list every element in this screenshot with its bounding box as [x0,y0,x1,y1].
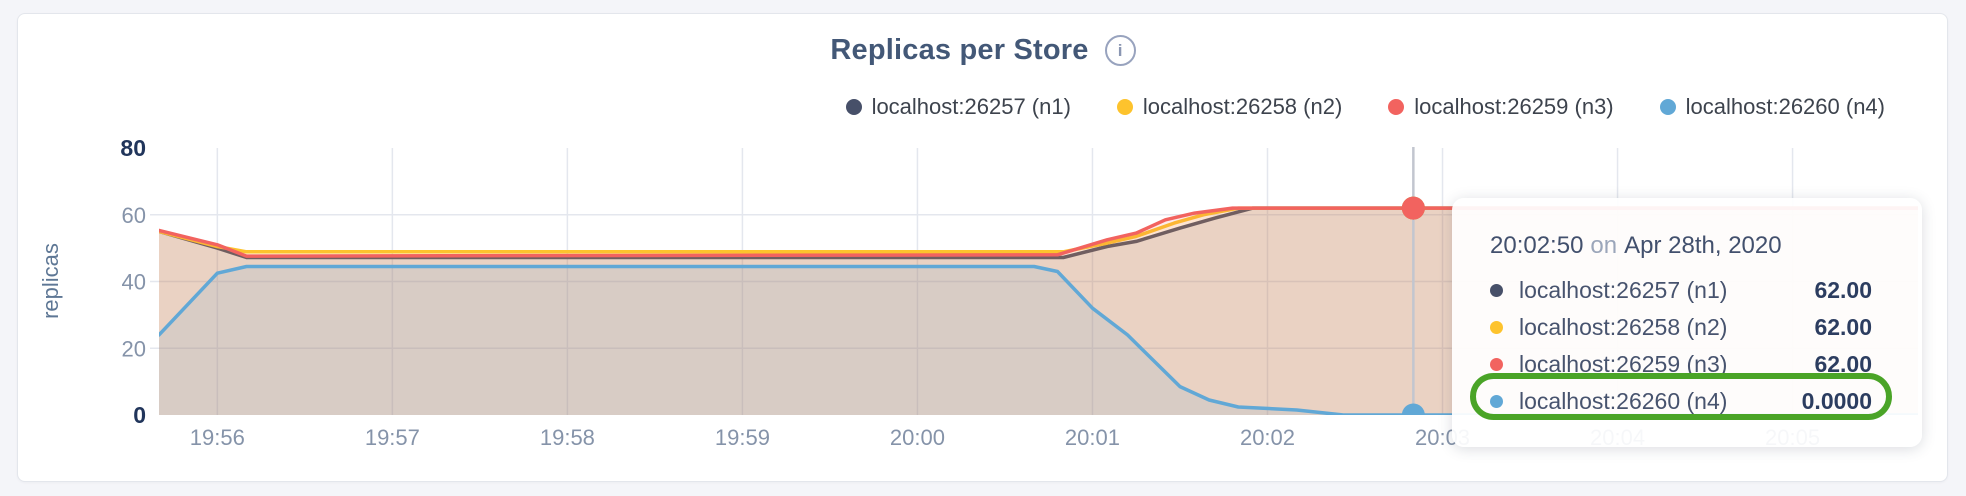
tooltip-row-n2: localhost:26258 (n2) 62.00 [1490,309,1872,346]
x-tick-label: 19:56 [190,425,245,450]
tooltip-header: 20:02:50 on Apr 28th, 2020 [1490,232,1872,260]
legend-label: localhost:26258 (n2) [1142,94,1343,119]
x-tick-label: 20:01 [1065,425,1120,450]
y-tick-label: 60 [122,203,146,228]
legend-item-n2[interactable]: localhost:26258 (n2) [1116,94,1343,120]
chart-header: Replicas per Store i [0,34,1966,67]
x-tick-label: 20:00 [890,425,945,450]
legend-dot-icon [1659,99,1676,115]
legend-item-n1[interactable]: localhost:26257 (n1) [845,94,1071,120]
tooltip-series-value: 62.00 [1814,351,1872,377]
tooltip-row-n4: localhost:26260 (n4) 0.0000 [1490,383,1872,420]
tooltip-series-label: localhost:26260 (n4) [1519,388,1728,414]
y-tick-label: 20 [122,336,146,361]
tooltip-series-value: 62.00 [1814,314,1872,340]
hover-point-dot [1401,196,1425,220]
tooltip-series-value: 62.00 [1814,277,1872,303]
legend-label: localhost:26259 (n3) [1414,94,1614,119]
series-area [159,266,1918,415]
y-tick-label: 40 [122,270,146,295]
legend-label: localhost:26257 (n1) [871,94,1071,119]
legend-dot-icon [1388,99,1405,115]
tooltip-time: 20:02:50 [1490,232,1584,259]
x-tick-label: 19:57 [365,425,420,450]
tooltip-row-n3: localhost:26259 (n3) 62.00 [1490,346,1872,383]
x-tick-label: 19:58 [540,425,595,450]
chart-tooltip: 20:02:50 on Apr 28th, 2020 localhost:26257… [1452,198,1922,447]
tooltip-rows: localhost:26257 (n1) 62.00 localhost:26258… [1490,272,1872,420]
tooltip-series-dot-icon [1490,284,1503,297]
y-tick-label: 0 [133,402,146,428]
x-tick-label: 20:02 [1240,425,1295,450]
tooltip-row-n1: localhost:26257 (n1) 62.00 [1490,272,1872,309]
tooltip-connector: on [1590,232,1618,259]
legend-item-n3[interactable]: localhost:26259 (n3) [1388,94,1614,120]
tooltip-date: Apr 28th, 2020 [1624,232,1782,259]
tooltip-series-dot-icon [1490,321,1503,334]
info-icon[interactable]: i [1104,35,1136,66]
chart-title: Replicas per Store [830,34,1089,66]
legend-dot-icon [845,99,862,115]
y-tick-label: 80 [120,135,146,161]
tooltip-series-value: 0.0000 [1801,388,1872,414]
series-line [159,206,1918,260]
legend-dot-icon [1116,99,1133,115]
tooltip-series-dot-icon [1490,358,1503,371]
legend-label: localhost:26260 (n4) [1685,94,1885,119]
x-tick-label: 19:59 [715,425,770,450]
tooltip-series-label: localhost:26258 (n2) [1519,314,1728,340]
y-axis-label: replicas [38,243,63,319]
hover-dots-group [1401,196,1425,415]
legend-item-n4[interactable]: localhost:26260 (n4) [1659,94,1885,120]
tooltip-series-label: localhost:26257 (n1) [1519,277,1728,303]
tooltip-series-dot-icon [1490,395,1503,408]
series-line [159,206,1918,258]
hover-point-dot [1401,403,1425,415]
series-line [159,264,1918,415]
tooltip-series-label: localhost:26259 (n3) [1519,351,1728,377]
legend: localhost:26257 (n1) localhost:26258 (n2)… [845,94,1885,120]
